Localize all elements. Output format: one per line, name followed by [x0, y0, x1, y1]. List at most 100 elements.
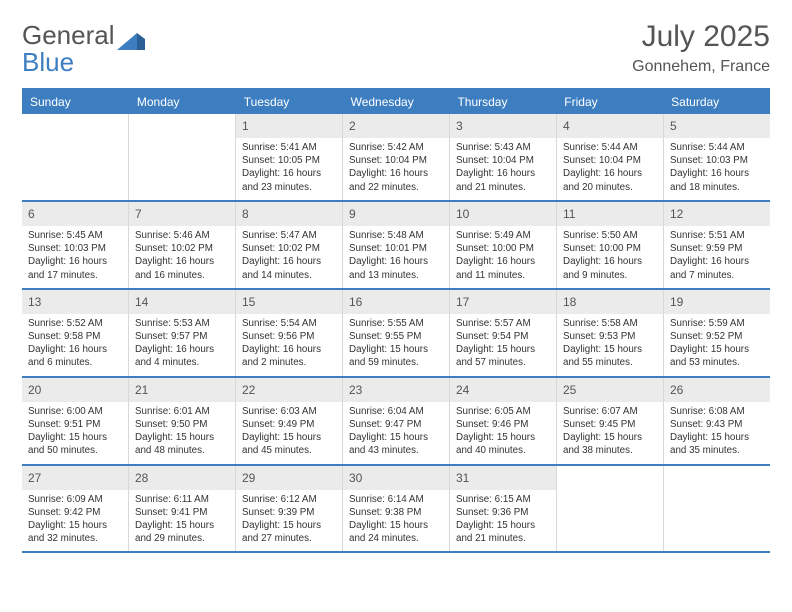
calendar-week: 1Sunrise: 5:41 AMSunset: 10:05 PMDayligh…	[22, 114, 770, 200]
calendar-day: 3 Sunrise: 5:43 AMSunset: 10:04 PMDayligh…	[450, 114, 557, 200]
calendar-week: 13 Sunrise: 5:52 AMSunset: 9:58 PMDayligh…	[22, 288, 770, 376]
location-title: Gonnehem, France	[632, 58, 770, 76]
day-number: 30	[349, 471, 362, 485]
day-number: 21	[135, 383, 148, 397]
day-info: Sunrise: 5:44 AMSunset: 10:03 PMDaylight…	[670, 141, 764, 194]
calendar-week: 6Sunrise: 5:45 AMSunset: 10:03 PMDayligh…	[22, 200, 770, 288]
day-header: Tuesday	[236, 90, 343, 114]
calendar-day: 10 Sunrise: 5:49 AMSunset: 10:00 PMDaylig…	[450, 202, 557, 288]
day-info: Sunrise: 5:43 AMSunset: 10:04 PMDaylight…	[456, 141, 550, 194]
day-info: Sunrise: 5:49 AMSunset: 10:00 PMDaylight…	[456, 229, 550, 282]
day-number: 12	[670, 207, 683, 221]
day-number: 28	[135, 471, 148, 485]
day-number: 26	[670, 383, 683, 397]
calendar-day: 4 Sunrise: 5:44 AMSunset: 10:04 PMDayligh…	[557, 114, 664, 200]
day-header-row: SundayMondayTuesdayWednesdayThursdayFrid…	[22, 90, 770, 114]
calendar-day: 12 Sunrise: 5:51 AMSunset: 9:59 PMDayligh…	[664, 202, 770, 288]
header: GeneralBlue July 2025 Gonnehem, France	[22, 20, 770, 78]
day-info: Sunrise: 5:41 AMSunset: 10:05 PMDaylight…	[242, 141, 336, 194]
day-number: 13	[28, 295, 41, 309]
day-info: Sunrise: 6:07 AMSunset: 9:45 PMDaylight:…	[563, 405, 657, 458]
calendar-day: 13 Sunrise: 5:52 AMSunset: 9:58 PMDayligh…	[22, 290, 129, 376]
calendar-day: 19Sunrise: 5:59 AMSunset: 9:52 PMDayligh…	[664, 290, 770, 376]
day-info: Sunrise: 5:52 AMSunset: 9:58 PMDaylight:…	[28, 317, 122, 370]
day-number: 20	[28, 383, 41, 397]
day-info: Sunrise: 5:58 AMSunset: 9:53 PMDaylight:…	[563, 317, 657, 370]
day-number: 14	[135, 295, 148, 309]
day-number: 27	[28, 471, 41, 485]
day-number: 16	[349, 295, 362, 309]
day-number: 11	[563, 207, 575, 221]
calendar-day: 7 Sunrise: 5:46 AMSunset: 10:02 PMDayligh…	[129, 202, 236, 288]
day-number: 4	[563, 119, 570, 133]
day-number: 3	[456, 119, 463, 133]
calendar-day: 27 Sunrise: 6:09 AMSunset: 9:42 PMDayligh…	[22, 466, 129, 552]
calendar-empty-cell	[557, 466, 664, 552]
day-info: Sunrise: 6:08 AMSunset: 9:43 PMDaylight:…	[670, 405, 764, 458]
day-number: 23	[349, 383, 362, 397]
calendar-day: 30 Sunrise: 6:14 AMSunset: 9:38 PMDayligh…	[343, 466, 450, 552]
day-number: 9	[349, 207, 356, 221]
calendar-day: 6Sunrise: 5:45 AMSunset: 10:03 PMDayligh…	[22, 202, 129, 288]
brand-triangle-icon	[117, 26, 145, 46]
day-info: Sunrise: 5:55 AMSunset: 9:55 PMDaylight:…	[349, 317, 443, 370]
calendar-day: 1Sunrise: 5:41 AMSunset: 10:05 PMDayligh…	[236, 114, 343, 200]
calendar-day: 8Sunrise: 5:47 AMSunset: 10:02 PMDayligh…	[236, 202, 343, 288]
day-number: 7	[135, 207, 142, 221]
calendar-day: 20 Sunrise: 6:00 AMSunset: 9:51 PMDayligh…	[22, 378, 129, 464]
day-number: 22	[242, 383, 255, 397]
day-number: 2	[349, 119, 356, 133]
calendar-day: 29 Sunrise: 6:12 AMSunset: 9:39 PMDayligh…	[236, 466, 343, 552]
calendar-day: 28 Sunrise: 6:11 AMSunset: 9:41 PMDayligh…	[129, 466, 236, 552]
day-number: 5	[670, 119, 677, 133]
day-info: Sunrise: 6:09 AMSunset: 9:42 PMDaylight:…	[28, 493, 122, 546]
calendar-day: 26 Sunrise: 6:08 AMSunset: 9:43 PMDayligh…	[664, 378, 770, 464]
title-block: July 2025 Gonnehem, France	[632, 20, 770, 76]
day-number: 29	[242, 471, 255, 485]
day-info: Sunrise: 6:00 AMSunset: 9:51 PMDaylight:…	[28, 405, 122, 458]
day-number: 19	[670, 295, 683, 309]
day-info: Sunrise: 6:04 AMSunset: 9:47 PMDaylight:…	[349, 405, 443, 458]
day-info: Sunrise: 5:54 AMSunset: 9:56 PMDaylight:…	[242, 317, 336, 370]
day-info: Sunrise: 6:03 AMSunset: 9:49 PMDaylight:…	[242, 405, 336, 458]
calendar-week: 20 Sunrise: 6:00 AMSunset: 9:51 PMDayligh…	[22, 376, 770, 464]
day-number: 24	[456, 383, 469, 397]
day-number: 31	[456, 471, 469, 485]
day-info: Sunrise: 6:11 AMSunset: 9:41 PMDaylight:…	[135, 493, 229, 546]
calendar-day: 24 Sunrise: 6:05 AMSunset: 9:46 PMDayligh…	[450, 378, 557, 464]
day-info: Sunrise: 5:48 AMSunset: 10:01 PMDaylight…	[349, 229, 443, 282]
day-info: Sunrise: 5:42 AMSunset: 10:04 PMDaylight…	[349, 141, 443, 194]
day-number: 10	[456, 207, 469, 221]
day-number: 6	[28, 207, 35, 221]
day-info: Sunrise: 6:01 AMSunset: 9:50 PMDaylight:…	[135, 405, 229, 458]
day-header: Monday	[129, 90, 236, 114]
calendar-day: 11 Sunrise: 5:50 AMSunset: 10:00 PMDaylig…	[557, 202, 664, 288]
calendar-day: 5 Sunrise: 5:44 AMSunset: 10:03 PMDayligh…	[664, 114, 770, 200]
day-number: 17	[456, 295, 469, 309]
day-header: Sunday	[22, 90, 129, 114]
day-number: 25	[563, 383, 576, 397]
calendar-day: 23 Sunrise: 6:04 AMSunset: 9:47 PMDayligh…	[343, 378, 450, 464]
day-info: Sunrise: 5:46 AMSunset: 10:02 PMDaylight…	[135, 229, 229, 282]
calendar-day: 9 Sunrise: 5:48 AMSunset: 10:01 PMDayligh…	[343, 202, 450, 288]
day-info: Sunrise: 6:05 AMSunset: 9:46 PMDaylight:…	[456, 405, 550, 458]
calendar-week: 27 Sunrise: 6:09 AMSunset: 9:42 PMDayligh…	[22, 464, 770, 552]
day-header: Saturday	[663, 90, 770, 114]
day-info: Sunrise: 5:50 AMSunset: 10:00 PMDaylight…	[563, 229, 657, 282]
calendar-day: 14Sunrise: 5:53 AMSunset: 9:57 PMDayligh…	[129, 290, 236, 376]
day-header: Wednesday	[343, 90, 450, 114]
day-number: 15	[242, 295, 255, 309]
calendar-day: 21 Sunrise: 6:01 AMSunset: 9:50 PMDayligh…	[129, 378, 236, 464]
calendar-day: 2 Sunrise: 5:42 AMSunset: 10:04 PMDayligh…	[343, 114, 450, 200]
day-info: Sunrise: 5:51 AMSunset: 9:59 PMDaylight:…	[670, 229, 764, 282]
calendar-day: 17 Sunrise: 5:57 AMSunset: 9:54 PMDayligh…	[450, 290, 557, 376]
day-header: Thursday	[449, 90, 556, 114]
brand-logo: GeneralBlue	[22, 20, 145, 78]
calendar-day: 18Sunrise: 5:58 AMSunset: 9:53 PMDayligh…	[557, 290, 664, 376]
day-info: Sunrise: 5:57 AMSunset: 9:54 PMDaylight:…	[456, 317, 550, 370]
day-info: Sunrise: 6:12 AMSunset: 9:39 PMDaylight:…	[242, 493, 336, 546]
calendar-empty-cell	[129, 114, 236, 200]
day-info: Sunrise: 5:44 AMSunset: 10:04 PMDaylight…	[563, 141, 657, 194]
day-info: Sunrise: 6:14 AMSunset: 9:38 PMDaylight:…	[349, 493, 443, 546]
calendar-day: 15 Sunrise: 5:54 AMSunset: 9:56 PMDayligh…	[236, 290, 343, 376]
